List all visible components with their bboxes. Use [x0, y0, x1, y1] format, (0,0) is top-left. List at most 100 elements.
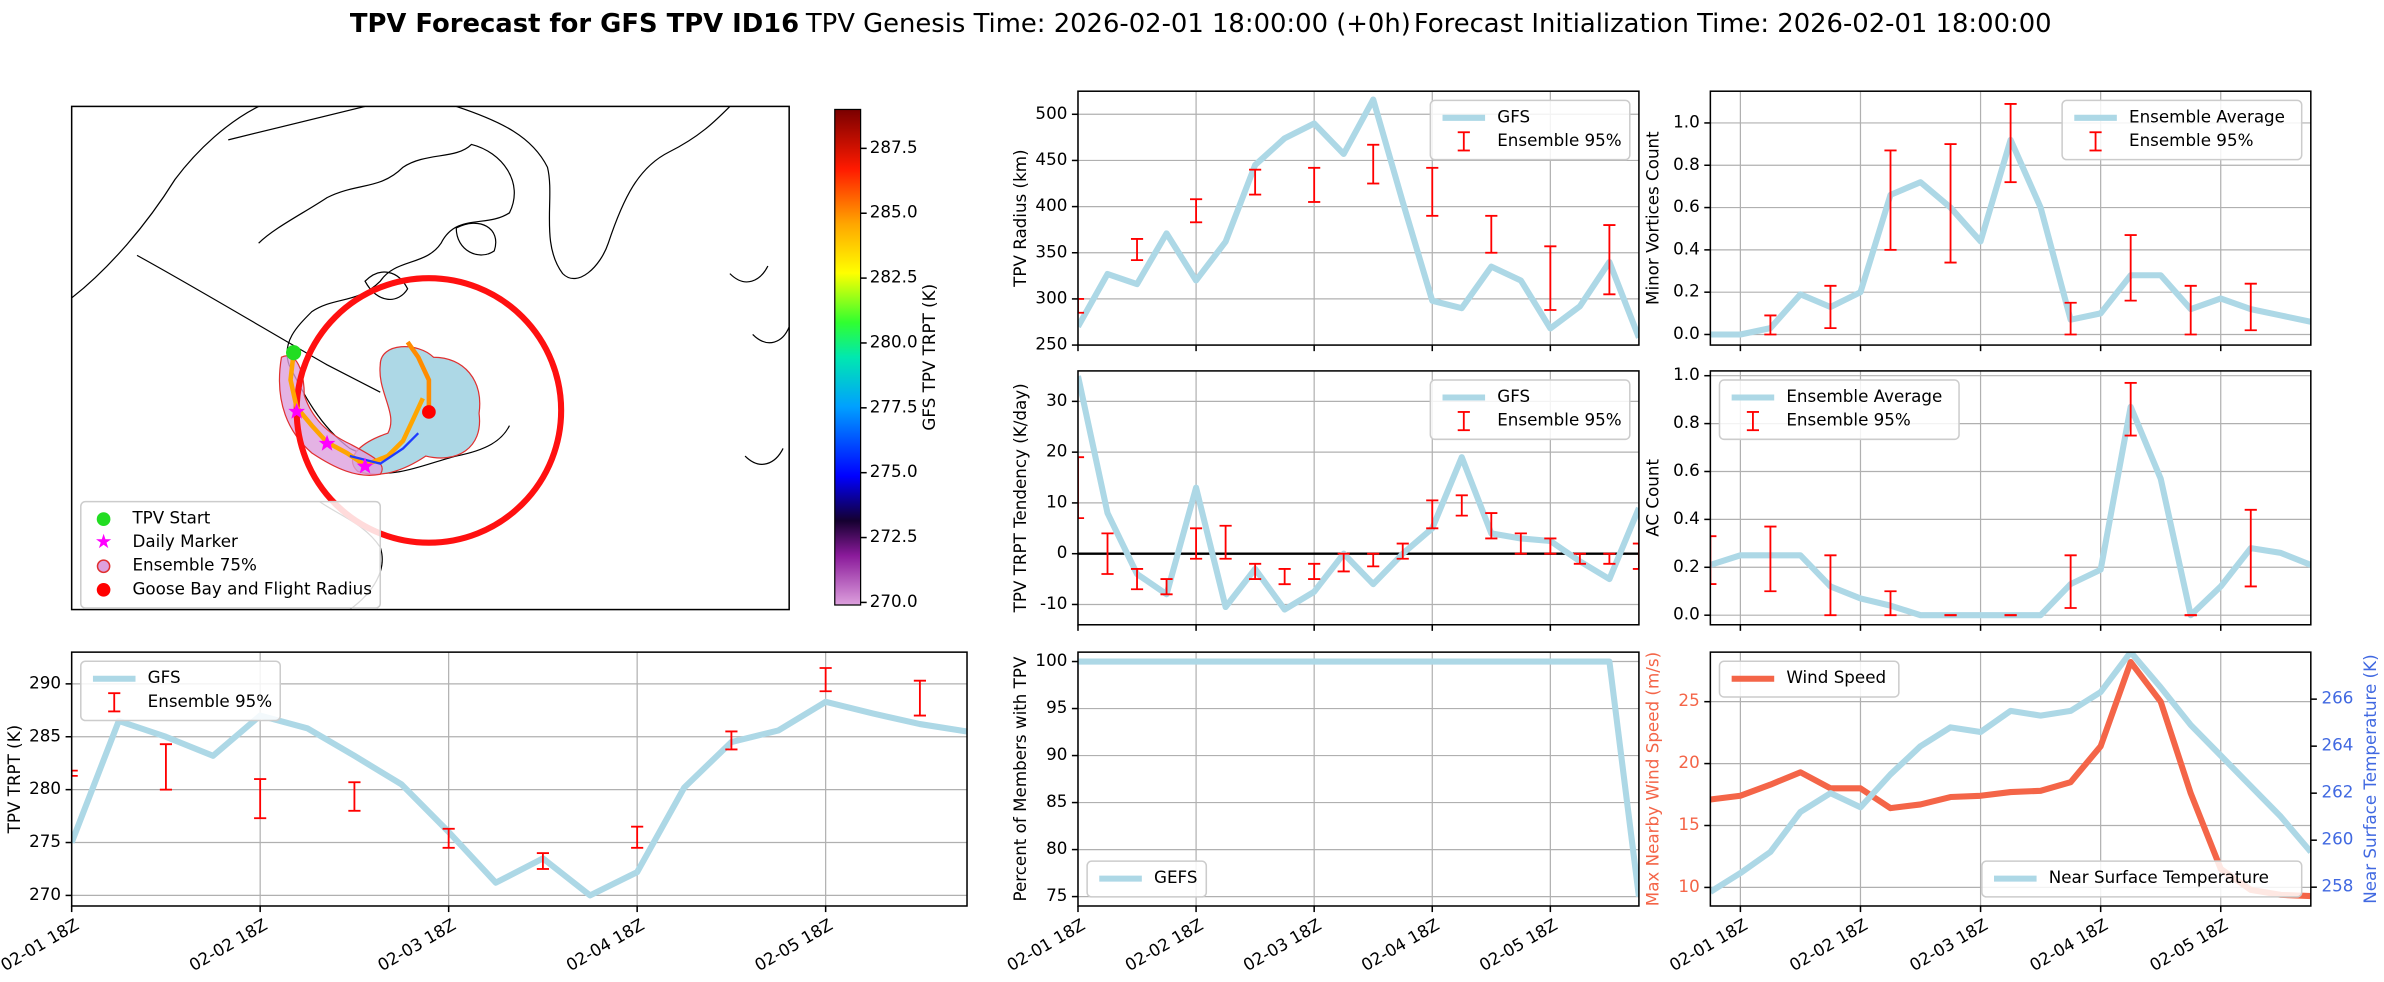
legend-marker [96, 582, 111, 597]
colorbar-tick-label: 272.5 [870, 526, 918, 546]
plot-area [1077, 96, 1639, 339]
y-tick-label: 0.2 [1673, 281, 1700, 301]
plot-area [1710, 102, 2311, 338]
y-tick-label: 0.6 [1673, 196, 1700, 216]
colorbar-tick-label: 275.0 [870, 461, 918, 481]
legend-label: GEFS [1154, 867, 1197, 887]
y-axis-label: Max Nearby Wind Speed (m/s) [1643, 652, 1663, 906]
series-line [1710, 652, 2311, 895]
y-tick-label: 300 [1035, 287, 1067, 307]
x-tick-label: 02-03 18Z [374, 914, 459, 975]
y-tick-label: 30 [1046, 390, 1067, 410]
y-tick-label: 85 [1046, 791, 1067, 811]
y-tick-label: 20 [1046, 441, 1067, 461]
legend-label: Near Surface Temperature [2049, 867, 2269, 887]
y-axis-label: TPV TRPT Tendency (K/day) [1010, 383, 1030, 613]
axes-frame [1077, 370, 1640, 626]
y-tick-label: 400 [1035, 195, 1067, 215]
y-axis-label: TPV TRPT (K) [4, 725, 24, 835]
y2-axis-label: Near Surface Temperature (K) [2360, 654, 2380, 903]
x-tick-label: 02-04 18Z [562, 914, 647, 975]
legend-box [2061, 99, 2303, 161]
y-tick-label: 15 [1678, 814, 1699, 834]
colorbar [834, 108, 862, 606]
map-frame [70, 105, 790, 611]
x-tick-label: 02-05 18Z [2146, 914, 2231, 975]
colorbar-tick-label: 280.0 [870, 331, 918, 351]
y-tick-label: 0.4 [1673, 508, 1700, 528]
y-tick-label: 1.0 [1673, 364, 1700, 384]
legend-box [1086, 860, 1208, 898]
plot-area [1710, 381, 2311, 619]
y2-tick-label: 264 [2321, 735, 2353, 755]
axes-frame [1709, 370, 2312, 626]
series-line [71, 698, 968, 899]
x-tick-label: 02-02 18Z [185, 914, 270, 975]
colorbar-tick-label: 270.0 [870, 591, 918, 611]
legend-label: Ensemble Average [2129, 106, 2285, 126]
y-tick-label: 350 [1035, 241, 1067, 261]
legend-box [1981, 860, 2303, 898]
x-tick-label: 02-03 18Z [1239, 914, 1324, 975]
legend-label: TPV Start [131, 508, 210, 528]
y-tick-label: 0 [1057, 542, 1068, 562]
plot-area [71, 667, 968, 899]
y-tick-label: 275 [29, 831, 61, 851]
y-tick-label: 100 [1035, 650, 1067, 670]
legend-label: Ensemble Average [1786, 386, 1942, 406]
axes-frame [1709, 90, 2312, 346]
legend-label: Goose Bay and Flight Radius [132, 578, 371, 598]
plot-area [1710, 652, 2311, 900]
x-tick-label: 02-03 18Z [1906, 914, 1991, 975]
plot-area [1077, 658, 1639, 897]
y-tick-label: 285 [29, 725, 61, 745]
legend-label: Ensemble 95% [1497, 130, 1621, 150]
y-tick-label: 280 [29, 778, 61, 798]
legend-label: Ensemble 95% [2129, 130, 2253, 150]
axes-frame [70, 651, 968, 907]
y-tick-label: 0.2 [1673, 556, 1700, 576]
legend-label: Wind Speed [1786, 667, 1886, 687]
legend-label: GFS [148, 667, 181, 687]
x-tick-label: 02-04 18Z [2026, 914, 2111, 975]
colorbar-tick-label: 285.0 [870, 202, 918, 222]
y-axis-label: Percent of Members with TPV [1010, 656, 1030, 902]
legend-label: Ensemble 75% [132, 555, 256, 575]
x-tick-label: 02-01 18Z [1003, 914, 1088, 975]
y-tick-label: 0.0 [1673, 323, 1700, 343]
series-line [1077, 658, 1639, 897]
y-axis-label: TPV Radius (km) [1010, 149, 1030, 287]
series-line [1077, 96, 1639, 339]
legend-label: Ensemble 95% [1497, 410, 1621, 430]
y-tick-label: 10 [1046, 491, 1067, 511]
x-tick-label: 02-05 18Z [1476, 914, 1561, 975]
y-tick-label: 0.8 [1673, 412, 1700, 432]
axes-frame [1077, 90, 1640, 346]
legend-label: GFS [1497, 106, 1530, 126]
series-line [1710, 659, 2311, 900]
y-tick-label: 450 [1035, 149, 1067, 169]
y-tick-label: 90 [1046, 744, 1067, 764]
genesis-time: TPV Genesis Time: 2026-02-01 18:00:00 (+… [805, 9, 1411, 39]
y-tick-label: 0.0 [1673, 604, 1700, 624]
x-tick-label: 02-02 18Z [1121, 914, 1206, 975]
colorbar-tick-label: 282.5 [870, 267, 918, 287]
y2-tick-label: 258 [2321, 876, 2353, 896]
legend-marker [96, 559, 111, 574]
y-tick-label: -10 [1040, 593, 1067, 613]
y-tick-label: 10 [1678, 876, 1699, 896]
legend-label: GFS [1497, 386, 1530, 406]
y-tick-label: 0.8 [1673, 154, 1700, 174]
y-tick-label: 1.0 [1673, 111, 1700, 131]
colorbar-label: GFS TPV TRPT (K) [919, 284, 939, 431]
y-tick-label: 80 [1046, 838, 1067, 858]
series-line [1077, 375, 1639, 613]
colorbar-tick-label: 277.5 [870, 396, 918, 416]
y-tick-label: 95 [1046, 697, 1067, 717]
x-tick-label: 02-01 18Z [0, 914, 82, 975]
y-tick-label: 250 [1035, 334, 1067, 354]
y-tick-label: 500 [1035, 103, 1067, 123]
title: TPV Forecast for GFS TPV ID16 [350, 9, 799, 39]
legend-label: Ensemble 95% [148, 691, 272, 711]
